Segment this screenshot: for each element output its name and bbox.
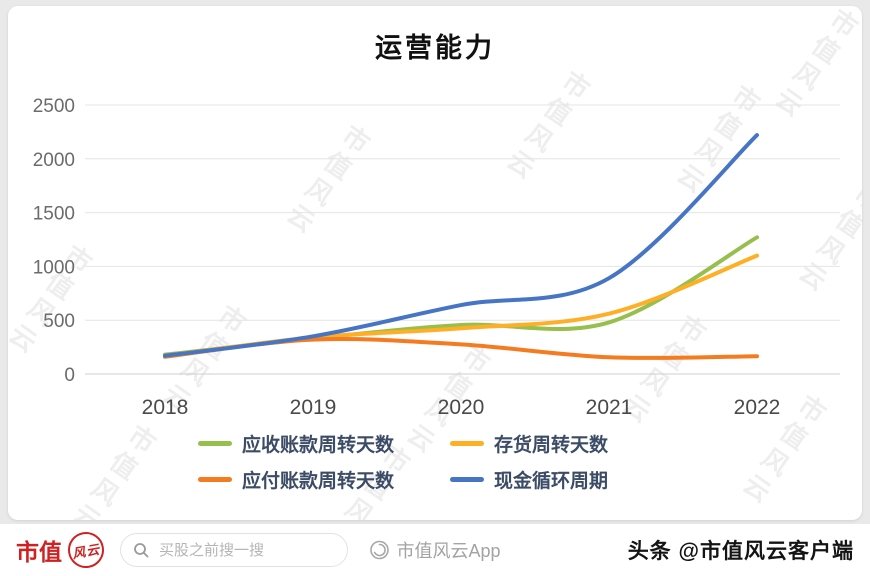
legend-swatch: [450, 441, 484, 446]
legend-item-2[interactable]: 应付账款周转天数: [198, 466, 450, 493]
x-axis-tick-label: 2021: [586, 396, 633, 419]
legend-label: 存货周转天数: [494, 435, 609, 456]
series-line-0: [163, 235, 759, 357]
chart-card: 市值风云 市值风云 市值风云 市值风云 市值风云 市值风云 市值风云 市值风云 市值风云 市值风云…: [8, 6, 862, 520]
series-line-3: [163, 133, 759, 358]
legend-swatch: [198, 477, 232, 482]
search-box[interactable]: [120, 533, 348, 567]
series-line-2: [163, 337, 759, 360]
search-icon: [134, 543, 149, 558]
app-watermark-logo-icon: [370, 540, 389, 560]
legend-swatch: [198, 441, 232, 446]
footer-bar: 市值 风云 市值风云App 头条 @市值风云客户端: [0, 524, 870, 576]
app-watermark: 市值风云App: [369, 537, 501, 563]
legend-item-0[interactable]: 应收账款周转天数: [198, 430, 450, 457]
chart-legend: 应收账款周转天数 存货周转天数应付账款周转天数 现金循环周期: [8, 430, 862, 493]
y-axis-tick-label: 1500: [33, 204, 75, 225]
chart-title: 运营能力: [375, 33, 495, 63]
brand-name: 市值: [16, 539, 62, 565]
brand-seal-logo: 风云: [65, 529, 107, 571]
legend-label: 应收账款周转天数: [242, 435, 395, 456]
legend-label: 应付账款周转天数: [242, 471, 395, 492]
app-watermark-text: 市值风云App: [396, 541, 501, 561]
x-axis-tick-label: 2019: [290, 396, 337, 419]
y-axis-tick-label: 0: [64, 365, 75, 386]
y-axis-tick-label: 1000: [33, 257, 75, 278]
legend-label: 现金循环周期: [494, 471, 609, 492]
y-axis-tick-label: 500: [43, 311, 75, 332]
y-axis-tick-label: 2000: [33, 150, 75, 171]
x-axis-tick-label: 2020: [438, 396, 485, 419]
x-axis-tick-label: 2022: [734, 396, 781, 419]
operating-capability-chart: 0 500 1000 1500 2000 2500 2018 2019 2020 2021 2022: [33, 96, 840, 419]
x-axis-tick-label: 2018: [142, 396, 189, 419]
search-input[interactable]: [157, 540, 335, 560]
account-byline: 头条 @市值风云客户端: [627, 540, 854, 563]
legend-item-3[interactable]: 现金循环周期: [450, 466, 672, 493]
y-axis-tick-label: 2500: [33, 96, 75, 117]
legend-item-1[interactable]: 存货周转天数: [450, 430, 672, 457]
brand-seal-text: 风云: [71, 541, 102, 561]
legend-swatch: [450, 477, 484, 482]
